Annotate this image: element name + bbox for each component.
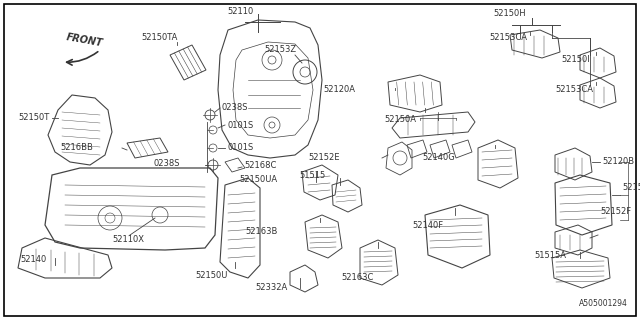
- Text: 52150H: 52150H: [493, 10, 526, 19]
- Text: 0238S: 0238S: [222, 103, 248, 113]
- Text: 51515: 51515: [299, 171, 325, 180]
- Text: 52140: 52140: [20, 255, 46, 265]
- Text: 52153CA: 52153CA: [555, 85, 593, 94]
- Text: 52150I: 52150I: [562, 55, 590, 65]
- Text: 52150A: 52150A: [384, 116, 416, 124]
- Text: 52163C: 52163C: [342, 274, 374, 283]
- Text: A505001294: A505001294: [579, 299, 628, 308]
- Text: 52150T: 52150T: [18, 114, 49, 123]
- Text: 52150B: 52150B: [622, 183, 640, 193]
- Text: 52140G: 52140G: [422, 154, 455, 163]
- Text: FRONT: FRONT: [66, 32, 104, 48]
- Text: 0101S: 0101S: [227, 143, 253, 153]
- Text: 0238S: 0238S: [154, 159, 180, 169]
- Text: 0101S: 0101S: [227, 121, 253, 130]
- Text: 52110: 52110: [227, 7, 253, 17]
- Text: 52168C: 52168C: [244, 161, 276, 170]
- Text: 52150UA: 52150UA: [240, 175, 278, 185]
- Text: 5216BB: 5216BB: [60, 143, 93, 153]
- Text: 52110X: 52110X: [112, 236, 144, 244]
- Text: 52120A: 52120A: [323, 85, 355, 94]
- Text: 52120B: 52120B: [602, 157, 634, 166]
- Text: 52150U: 52150U: [196, 270, 228, 279]
- Text: 52153CA: 52153CA: [489, 34, 527, 43]
- Text: 52332A: 52332A: [256, 284, 288, 292]
- Text: 52152F: 52152F: [600, 207, 631, 217]
- Text: 52150TA: 52150TA: [142, 34, 178, 43]
- Text: 52152E: 52152E: [308, 154, 340, 163]
- Text: 52153Z: 52153Z: [264, 45, 296, 54]
- Text: 51515A: 51515A: [534, 251, 566, 260]
- Text: 52140F: 52140F: [412, 220, 444, 229]
- Text: 52163B: 52163B: [246, 228, 278, 236]
